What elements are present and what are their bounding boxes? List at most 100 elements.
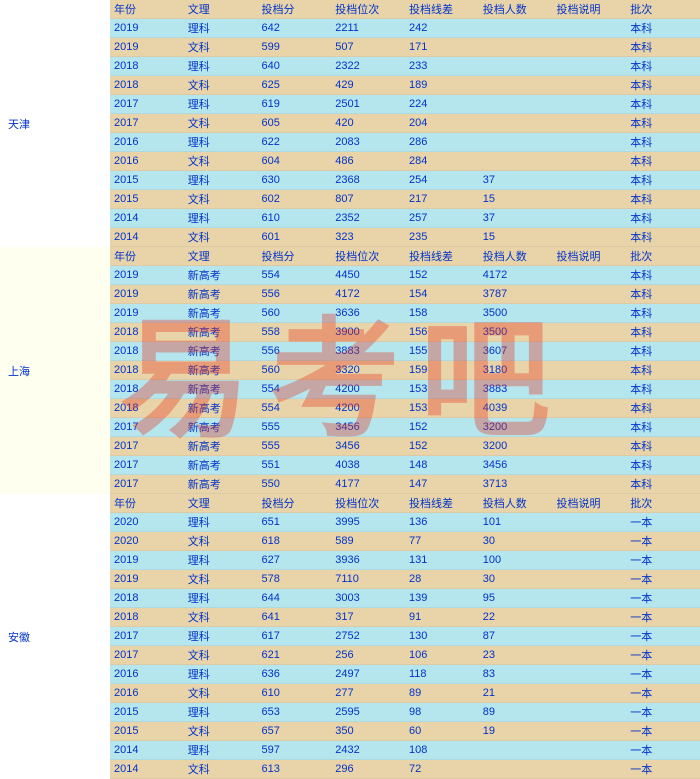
table-cell: 152 [405,421,479,433]
table-row: 2017理科617275213087一本 [110,627,700,646]
column-header: 批次 [626,1,700,17]
table-cell: 文科 [184,191,258,207]
table-cell: 30 [479,535,553,547]
table-cell: 理科 [184,666,258,682]
table-cell: 理科 [184,704,258,720]
section-上海: 上海年份文理投档分投档位次投档线差投档人数投档说明批次2019新高考554445… [0,247,700,494]
table-row: 2019新高考55641721543787本科 [110,285,700,304]
table-cell: 507 [331,41,405,53]
table-row: 2014理科5972432108一本 [110,741,700,760]
section-data: 年份文理投档分投档位次投档线差投档人数投档说明批次2019理科642221124… [110,0,700,247]
table-cell: 37 [479,174,553,186]
table-cell: 2019 [110,307,184,319]
table-cell: 4200 [331,383,405,395]
table-cell: 文科 [184,647,258,663]
table-row: 2018文科6413179122一本 [110,608,700,627]
table-cell: 本科 [626,229,700,245]
table-cell: 2018 [110,383,184,395]
table-cell: 新高考 [184,419,258,435]
column-header: 批次 [626,495,700,511]
table-row: 2019新高考55444501524172本科 [110,266,700,285]
table-cell: 618 [258,535,332,547]
table-row: 2017理科6192501224本科 [110,95,700,114]
table-cell: 4200 [331,402,405,414]
table-cell: 554 [258,269,332,281]
table-cell: 2019 [110,554,184,566]
table-cell: 本科 [626,20,700,36]
table-cell: 本科 [626,381,700,397]
column-header: 批次 [626,248,700,264]
table-cell: 本科 [626,324,700,340]
column-header: 年份 [110,495,184,511]
table-cell: 文科 [184,723,258,739]
table-cell: 2017 [110,649,184,661]
table-cell: 233 [405,60,479,72]
header-row: 年份文理投档分投档位次投档线差投档人数投档说明批次 [110,247,700,266]
column-header: 投档分 [258,1,332,17]
table-cell: 296 [331,763,405,775]
table-cell: 317 [331,611,405,623]
section-天津: 天津年份文理投档分投档位次投档线差投档人数投档说明批次2019理科6422211… [0,0,700,247]
table-cell: 148 [405,459,479,471]
table-row: 2014文科60132323515本科 [110,228,700,247]
table-cell: 4172 [479,269,553,281]
table-cell: 2017 [110,117,184,129]
table-cell: 284 [405,155,479,167]
table-cell: 新高考 [184,324,258,340]
table-cell: 文科 [184,609,258,625]
table-row: 2018理科644300313995一本 [110,589,700,608]
table-cell: 3900 [331,326,405,338]
table-cell: 一本 [626,590,700,606]
table-cell: 550 [258,478,332,490]
table-cell: 3787 [479,288,553,300]
table-cell: 3995 [331,516,405,528]
column-header: 文理 [184,495,258,511]
table-cell: 3883 [479,383,553,395]
table-cell: 21 [479,687,553,699]
table-cell: 118 [405,668,479,680]
table-row: 2019文科57871102830一本 [110,570,700,589]
table-cell: 155 [405,345,479,357]
table-cell: 153 [405,383,479,395]
table-cell: 本科 [626,210,700,226]
table-cell: 420 [331,117,405,129]
column-header: 投档线差 [405,1,479,17]
table-cell: 554 [258,383,332,395]
table-cell: 136 [405,516,479,528]
column-header: 投档位次 [331,1,405,17]
table-cell: 4172 [331,288,405,300]
column-header: 文理 [184,1,258,17]
table-cell: 本科 [626,191,700,207]
table-cell: 189 [405,79,479,91]
table-cell: 15 [479,231,553,243]
table-cell: 644 [258,592,332,604]
table-row: 2019新高考56036361583500本科 [110,304,700,323]
table-cell: 204 [405,117,479,129]
table-cell: 2019 [110,288,184,300]
table-cell: 新高考 [184,438,258,454]
table-cell: 理科 [184,590,258,606]
table-cell: 159 [405,364,479,376]
table-cell: 新高考 [184,476,258,492]
table-cell: 2018 [110,326,184,338]
table-cell: 2595 [331,706,405,718]
table-cell: 87 [479,630,553,642]
table-cell: 新高考 [184,457,258,473]
table-cell: 131 [405,554,479,566]
table-cell: 152 [405,440,479,452]
table-cell: 本科 [626,39,700,55]
table-cell: 2083 [331,136,405,148]
table-cell: 一本 [626,571,700,587]
table-cell: 108 [405,744,479,756]
table-cell: 一本 [626,704,700,720]
table-row: 2017新高考55534561523200本科 [110,437,700,456]
table-cell: 610 [258,212,332,224]
table-cell: 3713 [479,478,553,490]
table-row: 2018新高考55442001534039本科 [110,399,700,418]
table-row: 2018新高考55839001563500本科 [110,323,700,342]
table-cell: 2017 [110,630,184,642]
table-row: 2017新高考55534561523200本科 [110,418,700,437]
column-header: 年份 [110,248,184,264]
table-row: 2017新高考55041771473713本科 [110,475,700,494]
table-cell: 610 [258,687,332,699]
